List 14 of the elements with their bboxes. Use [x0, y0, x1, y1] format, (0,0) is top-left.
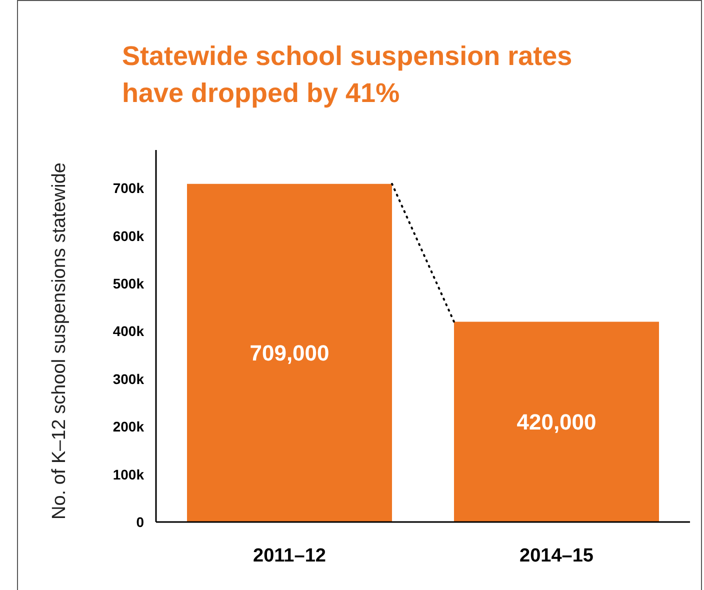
data-label: 420,000 [516, 410, 596, 435]
y-tick-label: 700k [112, 180, 144, 196]
y-tick-label: 200k [112, 418, 144, 435]
x-tick-label: 2014–15 [520, 545, 594, 566]
y-tick-label: 0 [136, 514, 144, 530]
y-tick-label: 500k [112, 276, 144, 292]
y-tick-label: 100k [112, 466, 144, 482]
chart-title: Statewide school suspension rates have dropped by 41% [122, 40, 572, 110]
x-tick-label: 2011–12 [253, 545, 326, 566]
y-axis-title: No. of K–12 school suspensions statewide [49, 162, 71, 520]
y-tick-label: 600k [112, 228, 144, 244]
y-tick-label: 300k [112, 370, 144, 387]
y-tick-label: 400k [112, 323, 144, 340]
data-label: 709,000 [250, 340, 330, 366]
